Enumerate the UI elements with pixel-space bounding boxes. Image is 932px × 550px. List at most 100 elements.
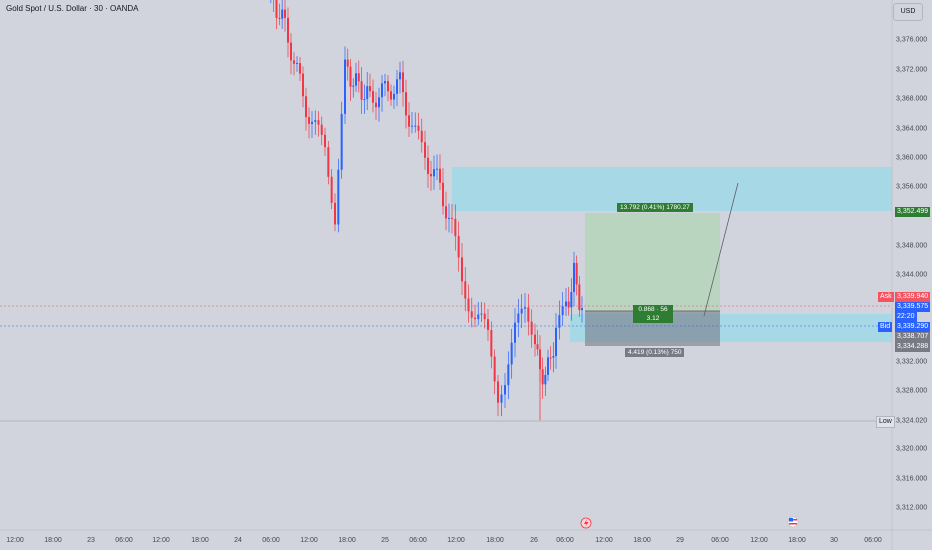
center-label[interactable]: 0.868 · 56 3.12 <box>633 305 673 323</box>
candle-body <box>454 218 457 237</box>
candle-body <box>430 173 432 177</box>
candle-body <box>396 79 398 94</box>
candle-body <box>375 102 377 108</box>
candle-body <box>275 0 278 18</box>
candle-body <box>457 236 460 258</box>
candle-body <box>393 93 395 100</box>
candle-body <box>314 120 317 122</box>
earnings-flash-glyph <box>584 519 589 528</box>
candle-body <box>561 306 564 316</box>
candle-body <box>284 9 286 18</box>
candle-body <box>424 142 426 158</box>
candle-body <box>308 117 310 124</box>
candle-body <box>349 66 352 87</box>
stop-price-tag: 3,334.288 <box>895 342 931 352</box>
candle-body <box>541 369 544 385</box>
candle-body <box>293 60 295 64</box>
candle-body <box>296 63 298 65</box>
low-label: Low <box>876 416 895 428</box>
candle-body <box>363 99 366 101</box>
candles <box>270 0 583 421</box>
profit-zone[interactable] <box>585 213 720 311</box>
center-label-line1: 0.868 · 56 <box>638 306 668 313</box>
candle-body <box>436 168 438 170</box>
candle-body <box>530 321 533 335</box>
candle-body <box>302 73 304 97</box>
time-tick: 12:00 <box>750 537 768 544</box>
candle-body <box>378 97 380 108</box>
candle-body <box>552 356 555 358</box>
candle-body <box>405 92 407 116</box>
candle-body <box>507 364 510 386</box>
candle-body <box>461 257 463 282</box>
candle-body <box>534 334 536 345</box>
candle-body <box>445 206 447 219</box>
projection-trendline[interactable] <box>703 182 739 317</box>
candle-body <box>544 374 547 385</box>
candle-body <box>402 72 404 93</box>
candle-body <box>524 307 526 309</box>
candle-body <box>344 59 346 114</box>
candle-body <box>337 169 340 225</box>
candle-body <box>427 157 429 174</box>
candle-body <box>504 385 506 395</box>
candle-body <box>558 315 561 328</box>
candle-body <box>334 202 336 225</box>
candle-body <box>547 357 549 375</box>
time-tick: 06:00 <box>711 537 729 544</box>
price-tick: 3,348.000 <box>896 242 928 250</box>
candle-body <box>448 217 450 219</box>
target-label[interactable]: 13.792 (0.41%) 1780.27 <box>617 203 693 212</box>
time-tick: 26 <box>530 537 538 544</box>
ask-price-tag: 3,339.940 <box>895 292 931 302</box>
price-tick: 3,376.000 <box>896 36 928 44</box>
candle-body <box>581 308 583 311</box>
candle-body <box>527 307 530 322</box>
candle-body <box>573 262 575 292</box>
price-tick: 3,316.000 <box>896 475 928 483</box>
bid-price-tag: 3,339.290 <box>895 322 931 332</box>
candle-body <box>352 85 355 87</box>
candle-body <box>340 113 343 170</box>
entry-price-tag: 3,338.707 <box>895 332 931 342</box>
bid-label: Bid <box>878 322 893 332</box>
target-price-tag: 3,352.499 <box>895 207 931 217</box>
price-tick: 3,332.000 <box>896 358 928 366</box>
candle-body <box>480 313 483 315</box>
last-price-tag: 3,339.575 <box>895 302 931 312</box>
candle-body <box>517 313 520 323</box>
symbol-title[interactable]: Gold Spot / U.S. Dollar · 30 · OANDA <box>6 4 139 13</box>
time-tick: 18:00 <box>338 537 356 544</box>
candle-body <box>390 91 392 100</box>
time-tick: 18:00 <box>633 537 651 544</box>
candle-body <box>575 262 578 285</box>
candle-body <box>474 317 476 320</box>
candle-body <box>290 42 292 61</box>
candle-body <box>305 96 307 118</box>
time-tick: 06:00 <box>864 537 882 544</box>
currency-button[interactable]: USD <box>893 3 923 21</box>
candle-body <box>399 72 401 80</box>
candle-body <box>470 311 473 318</box>
stop-label[interactable]: 4.419 (0.13%) 750 <box>625 348 685 357</box>
candle-body <box>549 357 552 359</box>
candle-body <box>514 322 516 343</box>
candle-body <box>357 73 360 82</box>
candle-body <box>539 349 541 370</box>
candle-body <box>464 281 467 299</box>
time-tick: 12:00 <box>152 537 170 544</box>
candle-body <box>497 381 499 403</box>
low-price-tick: 3,324.020 <box>896 417 928 425</box>
time-tick: 23 <box>87 537 95 544</box>
candle-body <box>372 91 374 103</box>
time-tick: 24 <box>234 537 242 544</box>
candle-body <box>287 17 289 43</box>
candle-body <box>439 168 441 183</box>
us-flag-canton <box>789 518 793 522</box>
time-tick: 06:00 <box>262 537 280 544</box>
candle-body <box>281 9 284 19</box>
candle-body <box>451 217 453 219</box>
price-tick: 3,364.000 <box>896 125 928 133</box>
time-tick: 29 <box>676 537 684 544</box>
